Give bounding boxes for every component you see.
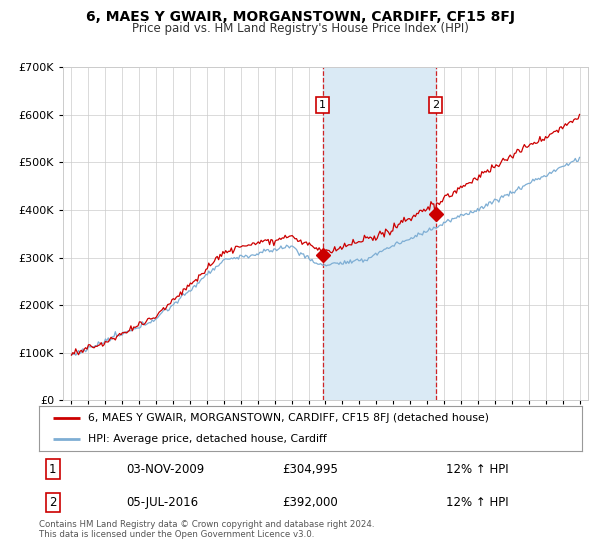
Text: Price paid vs. HM Land Registry's House Price Index (HPI): Price paid vs. HM Land Registry's House …	[131, 22, 469, 35]
Text: 6, MAES Y GWAIR, MORGANSTOWN, CARDIFF, CF15 8FJ: 6, MAES Y GWAIR, MORGANSTOWN, CARDIFF, C…	[86, 10, 515, 24]
Text: £392,000: £392,000	[283, 496, 338, 509]
Text: 2: 2	[49, 496, 56, 509]
Text: 03-NOV-2009: 03-NOV-2009	[126, 463, 204, 475]
Bar	[323, 67, 436, 400]
Text: 12% ↑ HPI: 12% ↑ HPI	[446, 463, 509, 475]
Text: Contains HM Land Registry data © Crown copyright and database right 2024.
This d: Contains HM Land Registry data © Crown c…	[39, 520, 374, 539]
Text: 12% ↑ HPI: 12% ↑ HPI	[446, 496, 509, 509]
Text: 1: 1	[49, 463, 56, 475]
Text: HPI: Average price, detached house, Cardiff: HPI: Average price, detached house, Card…	[88, 433, 326, 444]
Text: 6, MAES Y GWAIR, MORGANSTOWN, CARDIFF, CF15 8FJ (detached house): 6, MAES Y GWAIR, MORGANSTOWN, CARDIFF, C…	[88, 413, 489, 423]
Text: £304,995: £304,995	[283, 463, 338, 475]
Text: 05-JUL-2016: 05-JUL-2016	[126, 496, 198, 509]
Text: 1: 1	[319, 100, 326, 110]
Text: 2: 2	[432, 100, 439, 110]
